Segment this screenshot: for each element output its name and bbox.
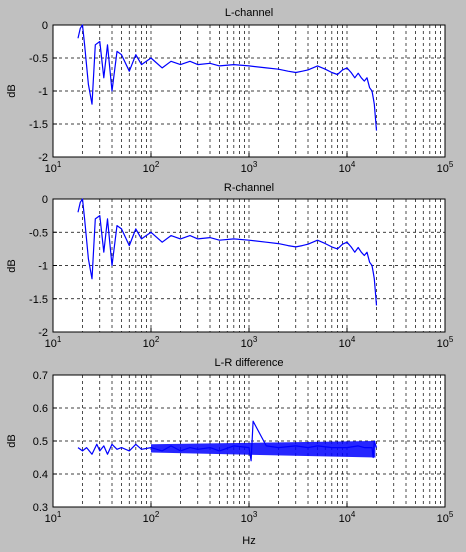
y-tick-label: -0.5	[29, 227, 48, 239]
x-tick-labels: 101 102 103 104 105	[45, 503, 454, 525]
series-group	[77, 198, 378, 306]
x-tick-label: 103	[241, 335, 258, 350]
y-tick-label: 0	[42, 194, 48, 206]
y-tick-labels: -2 -1.5 -1 -0.5 0	[29, 20, 57, 164]
y-tick-labels: -2 -1.5 -1 -0.5 0	[29, 194, 57, 339]
y-tick-label: 0.4	[33, 469, 48, 481]
grid	[53, 199, 445, 332]
series-line	[77, 198, 378, 306]
y-tick-label: -1	[38, 261, 48, 273]
x-tick-label: 102	[143, 160, 160, 175]
y-tick-label: -0.5	[29, 53, 48, 65]
series-line	[77, 420, 378, 462]
x-tick-label: 105	[437, 510, 454, 525]
x-tick-label: 101	[45, 335, 62, 350]
x-tick-label: 104	[339, 510, 356, 525]
y-tick-labels: 0.3 0.4 0.5 0.6 0.7	[33, 370, 57, 514]
x-axis-label: Hz	[242, 535, 255, 547]
chart-title: L-channel	[225, 7, 273, 19]
y-tick-label: 0	[42, 20, 48, 32]
y-axis-label: dB	[6, 259, 18, 272]
x-tick-label: 102	[143, 335, 160, 350]
series-group	[77, 24, 378, 131]
y-tick-label: -1.5	[29, 294, 48, 306]
y-tick-label: -1	[38, 86, 48, 98]
noise-band	[151, 441, 376, 458]
x-tick-label: 104	[339, 335, 356, 350]
series-group	[77, 420, 378, 462]
y-tick-label: -2	[38, 327, 48, 339]
series-line	[77, 24, 378, 131]
chart-title: R-channel	[224, 182, 274, 194]
noise-band-group	[151, 441, 376, 458]
grid	[53, 375, 445, 507]
x-tick-labels: 101 102 103 104 105	[45, 328, 454, 350]
x-tick-labels: 101 102 103 104 105	[45, 153, 454, 175]
y-tick-label: 0.3	[33, 502, 48, 514]
x-tick-label: 103	[241, 510, 258, 525]
y-tick-label: -2	[38, 152, 48, 164]
y-axis-label: dB	[6, 434, 18, 447]
y-tick-label: 0.6	[33, 403, 48, 415]
x-tick-label: 101	[45, 510, 62, 525]
subplot-r-channel: 101 102 103 104 105 -2-1.5-1-0.50 R-channel …	[6, 182, 454, 350]
y-tick-label: 0.5	[33, 436, 48, 448]
chart-title: L-R difference	[215, 357, 284, 369]
x-tick-label: 104	[339, 160, 356, 175]
y-axis-label: dB	[6, 84, 18, 97]
subplot-l-channel: 101 102 103 104 105 -2-1.5-1-0.50 L-channel …	[6, 7, 454, 175]
x-tick-label: 105	[437, 160, 454, 175]
x-tick-label: 103	[241, 160, 258, 175]
y-tick-label: 0.7	[33, 370, 48, 382]
subplot-l-r-difference: 101 102 103 104 105 0.3 0.4 0.5 0.6 0.7 L-R diff…	[6, 357, 454, 547]
x-tick-label: 105	[437, 335, 454, 350]
y-tick-label: -1.5	[29, 119, 48, 131]
x-tick-label: 102	[143, 510, 160, 525]
x-tick-label: 101	[45, 160, 62, 175]
grid	[53, 25, 445, 157]
